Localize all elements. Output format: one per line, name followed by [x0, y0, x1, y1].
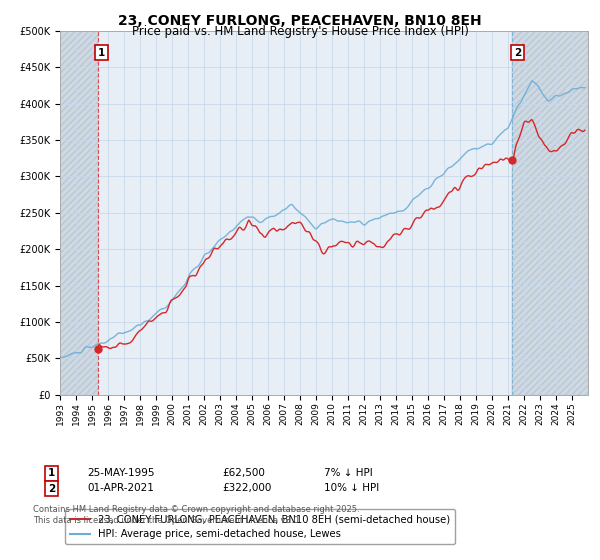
Text: 1: 1: [48, 468, 55, 478]
Text: Price paid vs. HM Land Registry's House Price Index (HPI): Price paid vs. HM Land Registry's House …: [131, 25, 469, 38]
Text: 01-APR-2021: 01-APR-2021: [87, 483, 154, 493]
Text: 23, CONEY FURLONG, PEACEHAVEN, BN10 8EH: 23, CONEY FURLONG, PEACEHAVEN, BN10 8EH: [118, 14, 482, 28]
Text: 25-MAY-1995: 25-MAY-1995: [87, 468, 155, 478]
Text: 2: 2: [48, 484, 55, 494]
Text: £322,000: £322,000: [222, 483, 271, 493]
Text: 10% ↓ HPI: 10% ↓ HPI: [324, 483, 379, 493]
Text: 7% ↓ HPI: 7% ↓ HPI: [324, 468, 373, 478]
Bar: [60, 31, 98, 395]
Bar: [512, 31, 588, 395]
Text: £62,500: £62,500: [222, 468, 265, 478]
Legend: 23, CONEY FURLONG, PEACEHAVEN, BN10 8EH (semi-detached house), HPI: Average pric: 23, CONEY FURLONG, PEACEHAVEN, BN10 8EH …: [65, 509, 455, 544]
Text: Contains HM Land Registry data © Crown copyright and database right 2025.
This d: Contains HM Land Registry data © Crown c…: [33, 505, 359, 525]
Text: 1: 1: [98, 48, 105, 58]
Text: 2: 2: [514, 48, 521, 58]
